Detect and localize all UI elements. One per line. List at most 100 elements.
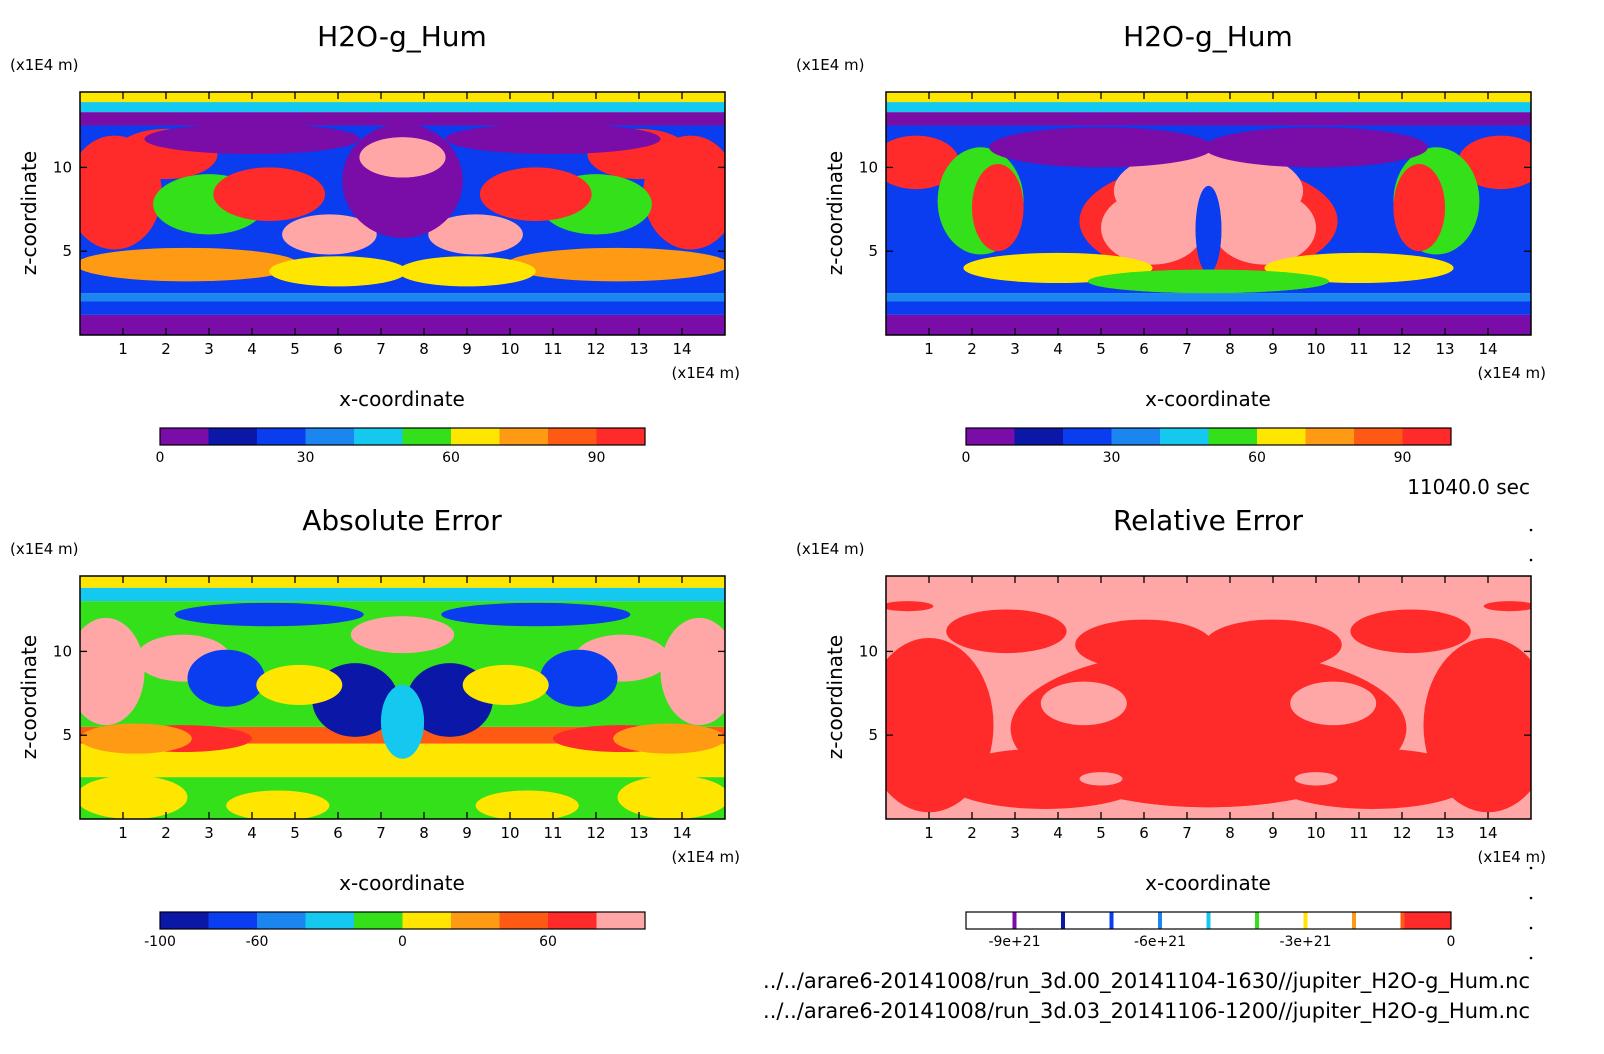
colorbar-segment [548, 912, 597, 929]
y-tick-label: 10 [859, 158, 878, 176]
y-axis-label: z-coordinate [17, 151, 41, 275]
x-tick-label: 9 [1268, 340, 1278, 358]
colorbar-segment [1305, 428, 1354, 445]
x-unit-label: (x1E4 m) [671, 848, 740, 866]
colorbar-frame [159, 911, 646, 930]
x-axis-label: x-coordinate [339, 387, 465, 411]
x-tick-label: 8 [1225, 824, 1235, 842]
field-band [886, 102, 1531, 113]
x-tick-label: 11 [543, 340, 562, 358]
field-blob [398, 256, 536, 287]
field-band [886, 576, 1531, 588]
colorbar-segment [402, 428, 451, 445]
field-blob [282, 214, 377, 255]
colorbar-tick-label: -9e+21 [988, 934, 1040, 950]
colorbar-separator [1061, 912, 1065, 929]
y-tick-label: 10 [859, 642, 878, 660]
field-blob [886, 601, 934, 612]
x-tick-label: 2 [967, 824, 977, 842]
plot-frame [885, 91, 1532, 336]
x-tick-label: 9 [462, 340, 472, 358]
x-unit-label: (x1E4 m) [1477, 364, 1546, 382]
heatmap-field [80, 92, 725, 335]
field-blob [617, 775, 725, 819]
colorbar-frame [965, 427, 1452, 446]
margin-dots [1529, 528, 1533, 960]
field-blob [359, 137, 446, 178]
x-tick-label: 12 [586, 824, 605, 842]
x-tick-label: 3 [1010, 824, 1020, 842]
field-blob [1204, 619, 1342, 670]
x-tick-label: 12 [586, 340, 605, 358]
colorbar-segment [160, 912, 209, 929]
field-band [80, 102, 725, 113]
field-blob [80, 775, 188, 819]
plot-frame [79, 575, 726, 820]
x-tick-label: 7 [376, 824, 386, 842]
plot-frame [885, 575, 1532, 820]
panel-h2o-hum-right: H2O-g_Hum (x1E4 m) 1 2 3 4 5 6 7 8 9 10 11 12 13 1451… [796, 20, 1546, 466]
field-band [80, 777, 725, 819]
colorbar-segment [208, 912, 257, 929]
colorbar-segment [305, 428, 354, 445]
x-tick-label: 7 [1182, 340, 1192, 358]
field-blob [350, 616, 455, 654]
colorbar-segment [305, 912, 354, 929]
x-tick-label: 3 [204, 824, 214, 842]
x-tick-label: 8 [419, 340, 429, 358]
colorbar-separator [1352, 912, 1356, 929]
field-band [886, 92, 1531, 103]
colorbar-tick-label: 60 [1248, 450, 1266, 466]
field-band [80, 576, 725, 588]
colorbar-segment [354, 428, 403, 445]
colorbar-segment [966, 428, 1015, 445]
colorbar-segment [402, 912, 451, 929]
colorbar-tick-label: 60 [442, 450, 460, 466]
y-tick-label: 10 [53, 158, 72, 176]
colorbar-segment [451, 912, 500, 929]
field-blob [428, 214, 523, 255]
x-tick-label: 5 [1096, 824, 1106, 842]
colorbar-tick-label: 30 [297, 450, 315, 466]
field-blob [972, 164, 1024, 252]
y-axis-label: z-coordinate [17, 635, 41, 759]
x-tick-label: 3 [1010, 340, 1020, 358]
colorbar-tick-label: 0 [962, 450, 971, 466]
x-unit-label: (x1E4 m) [1477, 848, 1546, 866]
y-unit-label: (x1E4 m) [796, 56, 865, 74]
colorbar-segment [354, 912, 403, 929]
x-tick-label: 2 [161, 824, 171, 842]
panel-relative-error: Relative Error (x1E4 m) 1 2 3 4 5 6 7 8 9 10 11 12 1… [796, 504, 1546, 950]
chart-title: H2O-g_Hum [317, 20, 487, 53]
colorbar-segment [1160, 912, 1209, 929]
colorbar-segment [208, 428, 257, 445]
field-blob [1290, 681, 1377, 726]
colorbar-tick-label: -100 [144, 934, 176, 950]
field-band [80, 112, 725, 126]
field-blob [80, 247, 300, 282]
field-band [886, 112, 1531, 126]
x-tick-label: 11 [543, 824, 562, 842]
x-tick-label: 14 [672, 824, 691, 842]
colorbar-segment [548, 428, 597, 445]
x-tick-label: 1 [118, 824, 128, 842]
panel-h2o-hum-left: H2O-g_Hum (x1E4 m) 1 2 3 4 5 6 7 8 9 10 11 12 13 1451… [10, 20, 740, 466]
x-tick-label: 5 [290, 340, 300, 358]
y-tick-label: 5 [62, 242, 72, 260]
heatmap-field [886, 576, 1531, 819]
field-blob [441, 602, 631, 627]
chart-title: H2O-g_Hum [1123, 20, 1293, 53]
colorbar-tick-label: 90 [1394, 450, 1412, 466]
x-tick-label: 6 [1139, 340, 1149, 358]
x-tick-label: 14 [672, 340, 691, 358]
colorbar [159, 911, 646, 930]
colorbar-separator [1400, 912, 1405, 929]
field-blob [381, 684, 424, 759]
x-tick-label: 9 [1268, 824, 1278, 842]
colorbar-segment [1014, 428, 1063, 445]
colorbar-tick-label: 30 [1103, 450, 1121, 466]
x-tick-label: 1 [924, 824, 934, 842]
